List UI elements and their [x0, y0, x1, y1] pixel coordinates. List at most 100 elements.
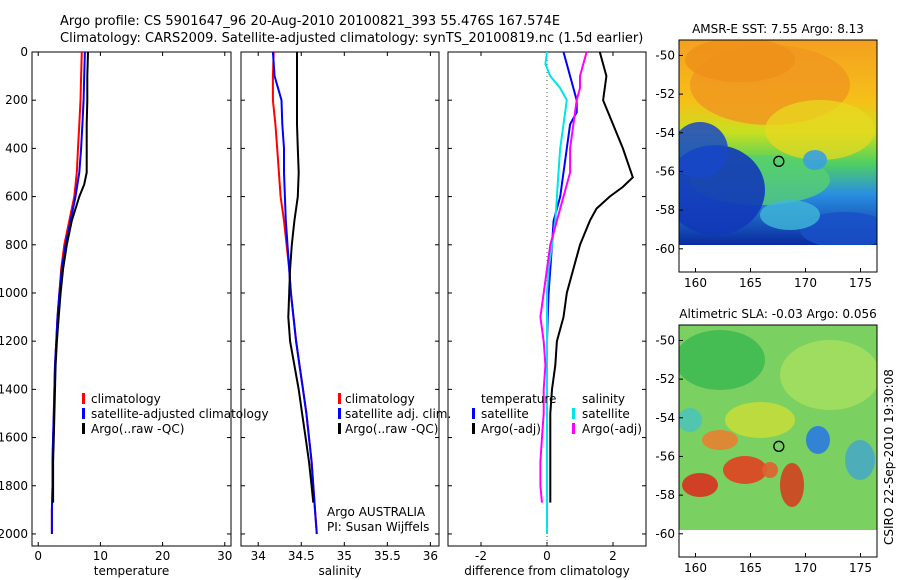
x-tick-label: 34.5 — [288, 549, 315, 563]
difference-legend: temperature salinity satellite Argo(-adj… — [472, 392, 642, 436]
sla-high-patch — [762, 462, 778, 478]
y-tick-label: 1400 — [0, 382, 28, 396]
legend-label-argo: Argo(..raw -QC) — [91, 422, 184, 436]
x-tick-label: 0 — [543, 549, 551, 563]
sst-cyan-patch — [760, 200, 820, 230]
argo-program-label: Argo AUSTRALIA — [327, 505, 426, 519]
y-tick-label: 0 — [20, 45, 28, 59]
x-axis-label: salinity — [318, 564, 361, 578]
x-tick-label: 165 — [739, 561, 762, 575]
argo-float-marker — [773, 155, 785, 167]
sla-high-patch — [702, 430, 738, 450]
y-tick-label: -50 — [655, 48, 675, 62]
series-line — [287, 52, 315, 503]
legend-label-satellite: satellite-adjusted climatology — [91, 407, 269, 421]
sst-map-axes: 160 165 170 175 -50 -52 -54 -56 -58 -60 — [655, 48, 872, 290]
series-line — [271, 51, 318, 535]
y-tick-label: -52 — [655, 87, 675, 101]
legend-swatch-argo — [338, 423, 341, 434]
sla-map-frame — [678, 324, 878, 558]
sla-light-patch — [780, 340, 877, 410]
sla-heatmap — [679, 325, 877, 530]
y-tick-label: -50 — [655, 333, 675, 347]
y-tick-label: 800 — [5, 238, 28, 252]
sst-map-frame — [678, 39, 878, 273]
sla-cyan-patch — [679, 408, 702, 432]
y-tick-label: -56 — [655, 449, 675, 463]
y-tick-label: -60 — [655, 242, 675, 256]
sla-map-axes: 160 165 170 175 -50 -52 -54 -56 -58 -60 — [655, 333, 872, 575]
legend-swatch-climatology — [82, 393, 85, 404]
title-line-2: Climatology: CARS2009. Satellite-adjuste… — [60, 31, 643, 46]
y-tick-label: 200 — [5, 93, 28, 107]
series-line — [546, 51, 578, 534]
sst-warm-patch — [685, 40, 795, 82]
x-tick-label: 0 — [34, 549, 42, 563]
legend-swatch-satellite — [82, 408, 85, 419]
sla-low-patch — [845, 440, 875, 480]
legend-header-temperature: temperature — [481, 392, 556, 406]
temperature-plot-frame — [31, 51, 232, 547]
salinity-plot: 34 34.5 35 35.5 36 salinity — [241, 51, 439, 578]
y-tick-label: 1000 — [0, 286, 28, 300]
sla-map-title: Altimetric SLA: -0.03 Argo: 0.056 — [679, 307, 876, 321]
sla-green-patch — [679, 330, 765, 390]
sla-high-patch — [682, 473, 718, 497]
sst-map-title: AMSR-E SST: 7.55 Argo: 8.13 — [692, 22, 864, 36]
legend-swatch-climatology — [338, 393, 341, 404]
legend-swatch-temp-argo — [472, 423, 475, 434]
sst-cyan-patch — [803, 150, 827, 170]
sst-heatmap — [679, 40, 877, 245]
x-tick-label: 175 — [849, 276, 872, 290]
y-tick-label: 400 — [5, 141, 28, 155]
y-tick-label: -54 — [655, 411, 675, 425]
x-tick-label: 175 — [849, 561, 872, 575]
legend-swatch-sal-satellite — [572, 408, 575, 419]
y-tick-label: 1200 — [0, 334, 28, 348]
principal-investigator-label: PI: Susan Wijffels — [327, 520, 429, 534]
y-tick-label: -58 — [655, 488, 675, 502]
series-line — [271, 51, 318, 535]
series-line — [539, 51, 588, 503]
x-tick-label: 165 — [739, 276, 762, 290]
legend-swatch-argo — [82, 423, 85, 434]
legend-label-argo: Argo(..raw -QC) — [345, 422, 438, 436]
y-tick-label: 1600 — [0, 431, 28, 445]
sla-high-patch — [723, 456, 767, 484]
y-tick-label: 2000 — [0, 527, 28, 541]
credit-timestamp: CSIRO 22-Sep-2010 19:30:08 — [882, 369, 896, 545]
series-line — [549, 51, 634, 503]
y-tick-label: -56 — [655, 164, 675, 178]
series-line — [52, 51, 89, 503]
legend-swatch-temp-satellite — [472, 408, 475, 419]
argo-float-marker — [773, 440, 785, 452]
series-line — [544, 51, 568, 534]
y-tick-label: 600 — [5, 190, 28, 204]
salinity-plot-frame — [240, 51, 440, 547]
legend-label-satellite: satellite adj. clim. — [345, 407, 451, 421]
x-tick-label: 35.5 — [374, 549, 401, 563]
salinity-legend: climatology satellite adj. clim. Argo(..… — [338, 392, 451, 436]
x-tick-label: 36 — [423, 549, 438, 563]
y-tick-label: -52 — [655, 372, 675, 386]
x-tick-label: 170 — [794, 561, 817, 575]
series-line — [50, 51, 83, 534]
legend-swatch-satellite — [338, 408, 341, 419]
x-axis-label: difference from climatology — [464, 564, 630, 578]
sst-cold-patch — [800, 212, 877, 245]
temperature-plot: 0 10 20 30 temperature 0 200 400 600 800 1000 1200 1… — [0, 45, 232, 578]
legend-label-temp-argo: Argo(-adj) — [481, 422, 541, 436]
sla-low-patch — [806, 426, 830, 454]
sla-yellow-patch — [725, 402, 795, 438]
sst-mid-patch — [765, 100, 875, 160]
legend-label-climatology: climatology — [345, 392, 415, 406]
legend-label-climatology: climatology — [91, 392, 161, 406]
legend-swatch-sal-argo — [572, 423, 575, 434]
y-tick-label: -60 — [655, 527, 675, 541]
x-tick-label: 2 — [609, 549, 617, 563]
legend-label-sal-argo: Argo(-adj) — [582, 422, 642, 436]
sla-high-patch — [780, 463, 804, 507]
x-tick-label: 10 — [93, 549, 108, 563]
